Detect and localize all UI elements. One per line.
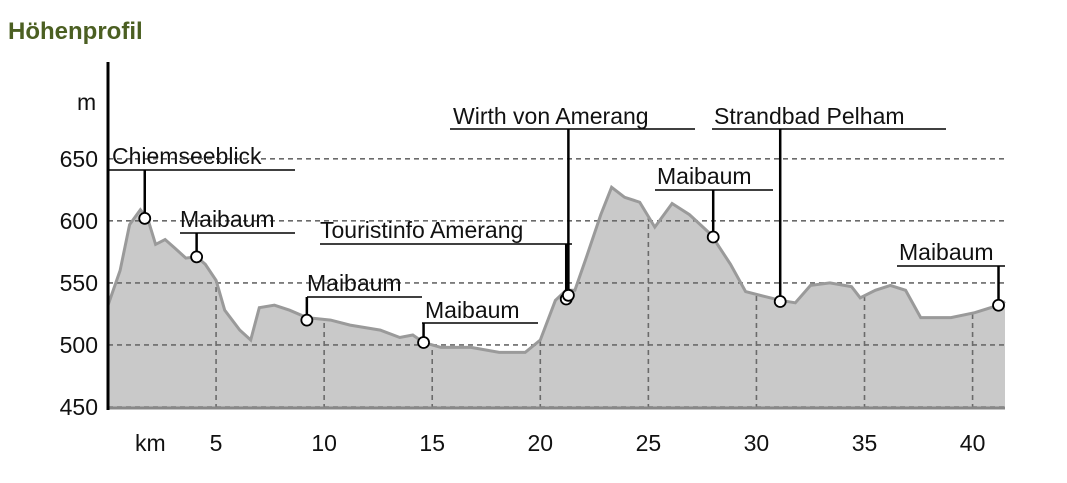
waypoint-label: Maibaum [307, 270, 402, 296]
waypoint-label: Maibaum [425, 297, 520, 323]
x-axis-label: km [135, 430, 166, 456]
waypoint-marker [190, 250, 204, 264]
x-tick-label: 35 [852, 430, 878, 456]
waypoint-label: Maibaum [657, 163, 752, 189]
waypoint-label: Maibaum [899, 239, 994, 265]
x-tick-label: 5 [210, 430, 223, 456]
x-tick-label: 20 [527, 430, 553, 456]
chart-title: Höhenprofil [8, 18, 143, 45]
waypoint-marker [992, 298, 1005, 312]
profile-area [108, 187, 1005, 407]
y-tick-label: 600 [60, 208, 98, 234]
x-tick-label: 10 [311, 430, 337, 456]
waypoint-marker [417, 336, 430, 349]
y-tick-label: 550 [60, 270, 98, 296]
x-tick-label: 40 [960, 430, 986, 456]
waypoint-label: Chiemseeblick [112, 143, 262, 169]
profile-line [106, 184, 1006, 354]
y-unit: m [77, 89, 96, 115]
waypoint-marker [138, 211, 152, 225]
y-tick-label: 500 [60, 332, 98, 358]
waypoint-marker [300, 313, 314, 327]
waypoint-label: Touristinfo Amerang [320, 217, 523, 243]
x-tick-label: 25 [636, 430, 662, 456]
waypoint-marker [773, 295, 787, 308]
waypoint-marker [706, 230, 720, 244]
waypoint-label: Wirth von Amerang [453, 103, 649, 129]
x-tick-label: 15 [419, 430, 445, 456]
waypoint-marker [561, 288, 575, 302]
waypoint-label: Strandbad Pelham [714, 103, 905, 129]
y-tick-label: 450 [60, 394, 98, 420]
waypoint-label: Maibaum [180, 206, 275, 232]
x-tick-label: 30 [744, 430, 770, 456]
y-tick-label: 650 [60, 146, 98, 172]
